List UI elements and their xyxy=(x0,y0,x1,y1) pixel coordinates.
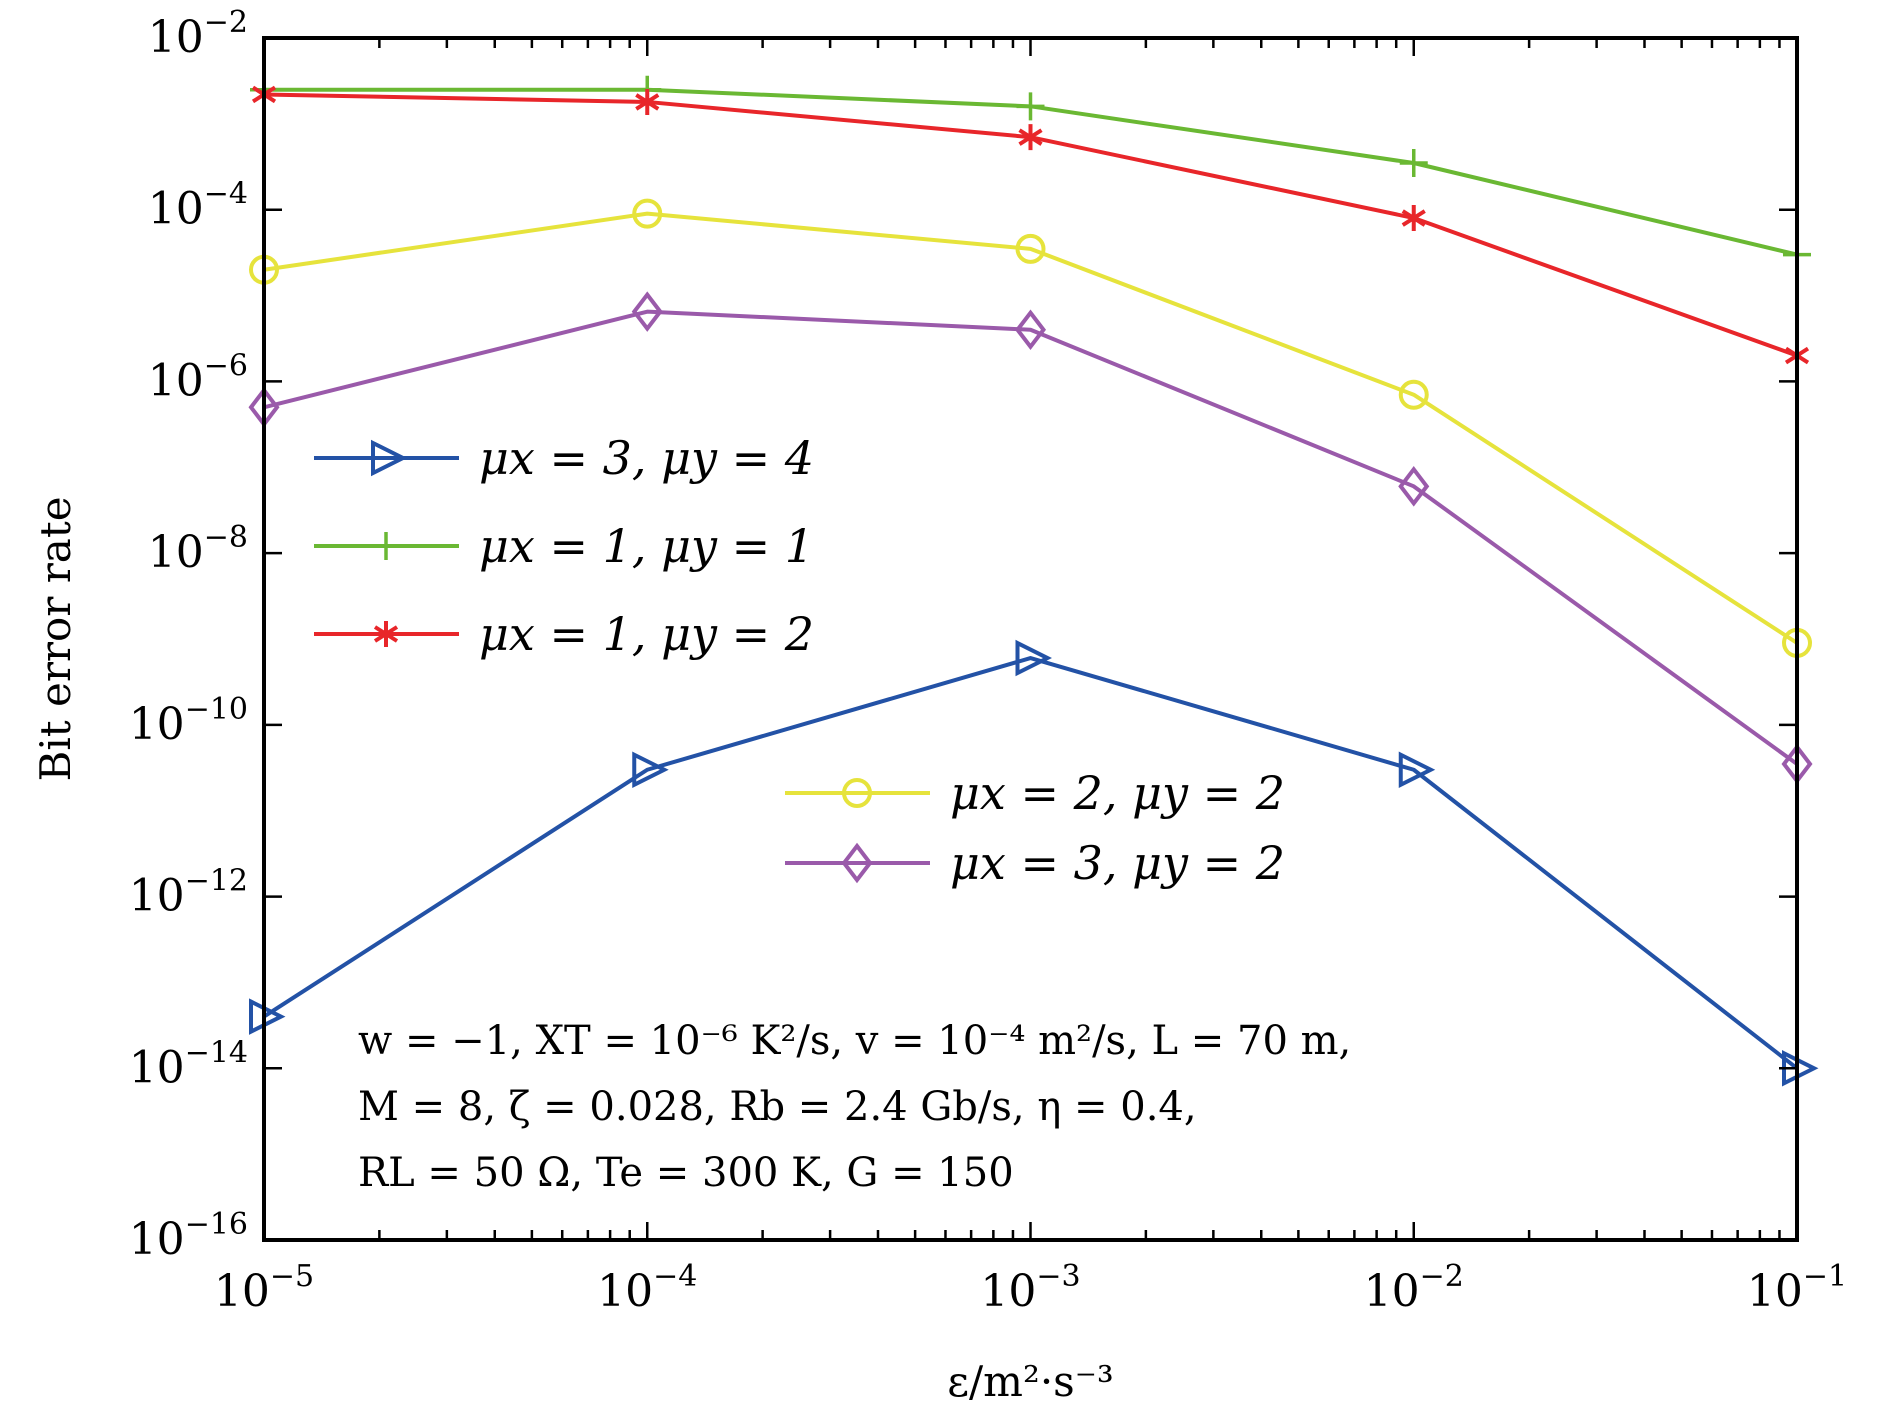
legend-label: μx = 3, μy = 4 xyxy=(479,431,814,485)
data-point xyxy=(635,88,660,115)
series-3 xyxy=(249,198,1812,658)
data-point xyxy=(631,291,663,332)
series-line xyxy=(262,656,1799,1070)
data-point xyxy=(1015,233,1046,264)
y-tick-label: 10−10 xyxy=(129,692,248,750)
annotation-line-3: RL = 50 Ω, Te = 300 K, G = 150 xyxy=(358,1150,1014,1196)
y-tick-label: 10−4 xyxy=(148,177,248,235)
data-point xyxy=(632,751,669,788)
x-tick-label: 10−1 xyxy=(1747,1259,1847,1317)
series-line xyxy=(263,309,1799,766)
series-line xyxy=(263,211,1799,645)
data-point xyxy=(841,842,873,884)
series-1 xyxy=(250,75,1811,269)
data-point xyxy=(1016,92,1045,121)
y-axis-label: Bit error rate xyxy=(31,496,80,781)
annotation-line-2: M = 8, ζ = 0.028, Rb = 2.4 Gb/s, η = 0.4… xyxy=(358,1084,1197,1130)
data-point xyxy=(373,621,399,647)
data-point xyxy=(1014,309,1047,351)
tick-labels-layer: 10−5 10−4 10−3 10−2 10−1 10−2 10−4 10−6 10−8 10−1… xyxy=(129,5,1847,1317)
y-tick-label: 10−6 xyxy=(148,348,248,406)
legend-entry: μx = 3, μy = 2 xyxy=(785,836,1285,890)
x-tick-label: 10−5 xyxy=(214,1259,314,1317)
data-point xyxy=(842,778,872,808)
legend-label: μx = 1, μy = 1 xyxy=(479,519,814,573)
y-tick-label: 10−16 xyxy=(129,1207,248,1265)
legend-entry: μx = 1, μy = 1 xyxy=(314,519,814,573)
y-tick-label: 10−12 xyxy=(129,864,248,922)
x-tick-label: 10−4 xyxy=(597,1259,697,1317)
data-point xyxy=(1018,124,1043,151)
legend-label: μx = 1, μy = 2 xyxy=(479,607,814,661)
y-tick-label: 10−8 xyxy=(148,520,248,578)
data-point xyxy=(1401,205,1426,232)
series-layer xyxy=(248,75,1819,1087)
ticks-layer xyxy=(262,36,1797,1242)
annotation-line-1: w = −1, XT = 10⁻⁶ K²/s, v = 10⁻⁴ m²/s, L… xyxy=(358,1018,1351,1064)
x-tick-label: 10−2 xyxy=(1364,1259,1464,1317)
data-point xyxy=(1398,751,1436,788)
legend: μx = 3, μy = 4 μx = 1, μy = 1 μx = 1, μy =… xyxy=(314,431,1285,890)
legend-label: μx = 2, μy = 2 xyxy=(950,766,1285,820)
legend-label: μx = 3, μy = 2 xyxy=(950,836,1285,890)
x-axis-label: ε/m²·s⁻³ xyxy=(947,1357,1113,1406)
series-2 xyxy=(251,81,1810,369)
data-point xyxy=(1398,379,1429,410)
data-point xyxy=(632,198,663,229)
data-point xyxy=(1015,639,1052,677)
y-tick-label: 10−2 xyxy=(148,5,248,63)
legend-entry: μx = 3, μy = 4 xyxy=(314,431,814,485)
x-tick-label: 10−3 xyxy=(980,1259,1080,1317)
data-point xyxy=(1399,149,1428,178)
data-point xyxy=(1398,466,1430,507)
data-point xyxy=(372,532,400,560)
y-tick-label: 10−14 xyxy=(129,1035,248,1093)
parameter-annotation: w = −1, XT = 10⁻⁶ K²/s, v = 10⁻⁴ m²/s, L… xyxy=(358,1018,1351,1196)
legend-entry: μx = 2, μy = 2 xyxy=(785,766,1285,820)
legend-entry: μx = 1, μy = 2 xyxy=(314,607,814,661)
data-point xyxy=(371,439,408,477)
